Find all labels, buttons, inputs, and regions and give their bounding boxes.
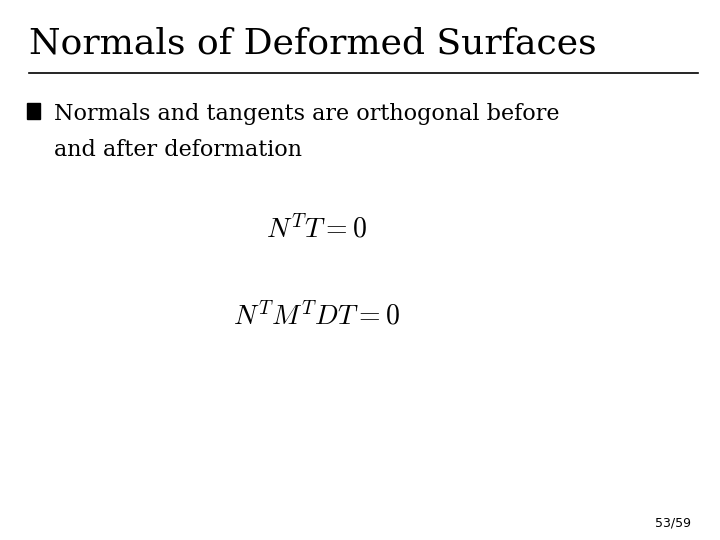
Text: 53/59: 53/59 <box>655 516 691 529</box>
Text: $N^T T = 0$: $N^T T = 0$ <box>266 215 367 244</box>
Text: Normals and tangents are orthogonal before: Normals and tangents are orthogonal befo… <box>54 103 559 125</box>
Text: $N^T M^T DT = 0$: $N^T M^T DT = 0$ <box>233 301 400 330</box>
Text: and after deformation: and after deformation <box>54 139 302 161</box>
Bar <box>27 103 40 119</box>
Text: Normals of Deformed Surfaces: Normals of Deformed Surfaces <box>29 27 596 61</box>
